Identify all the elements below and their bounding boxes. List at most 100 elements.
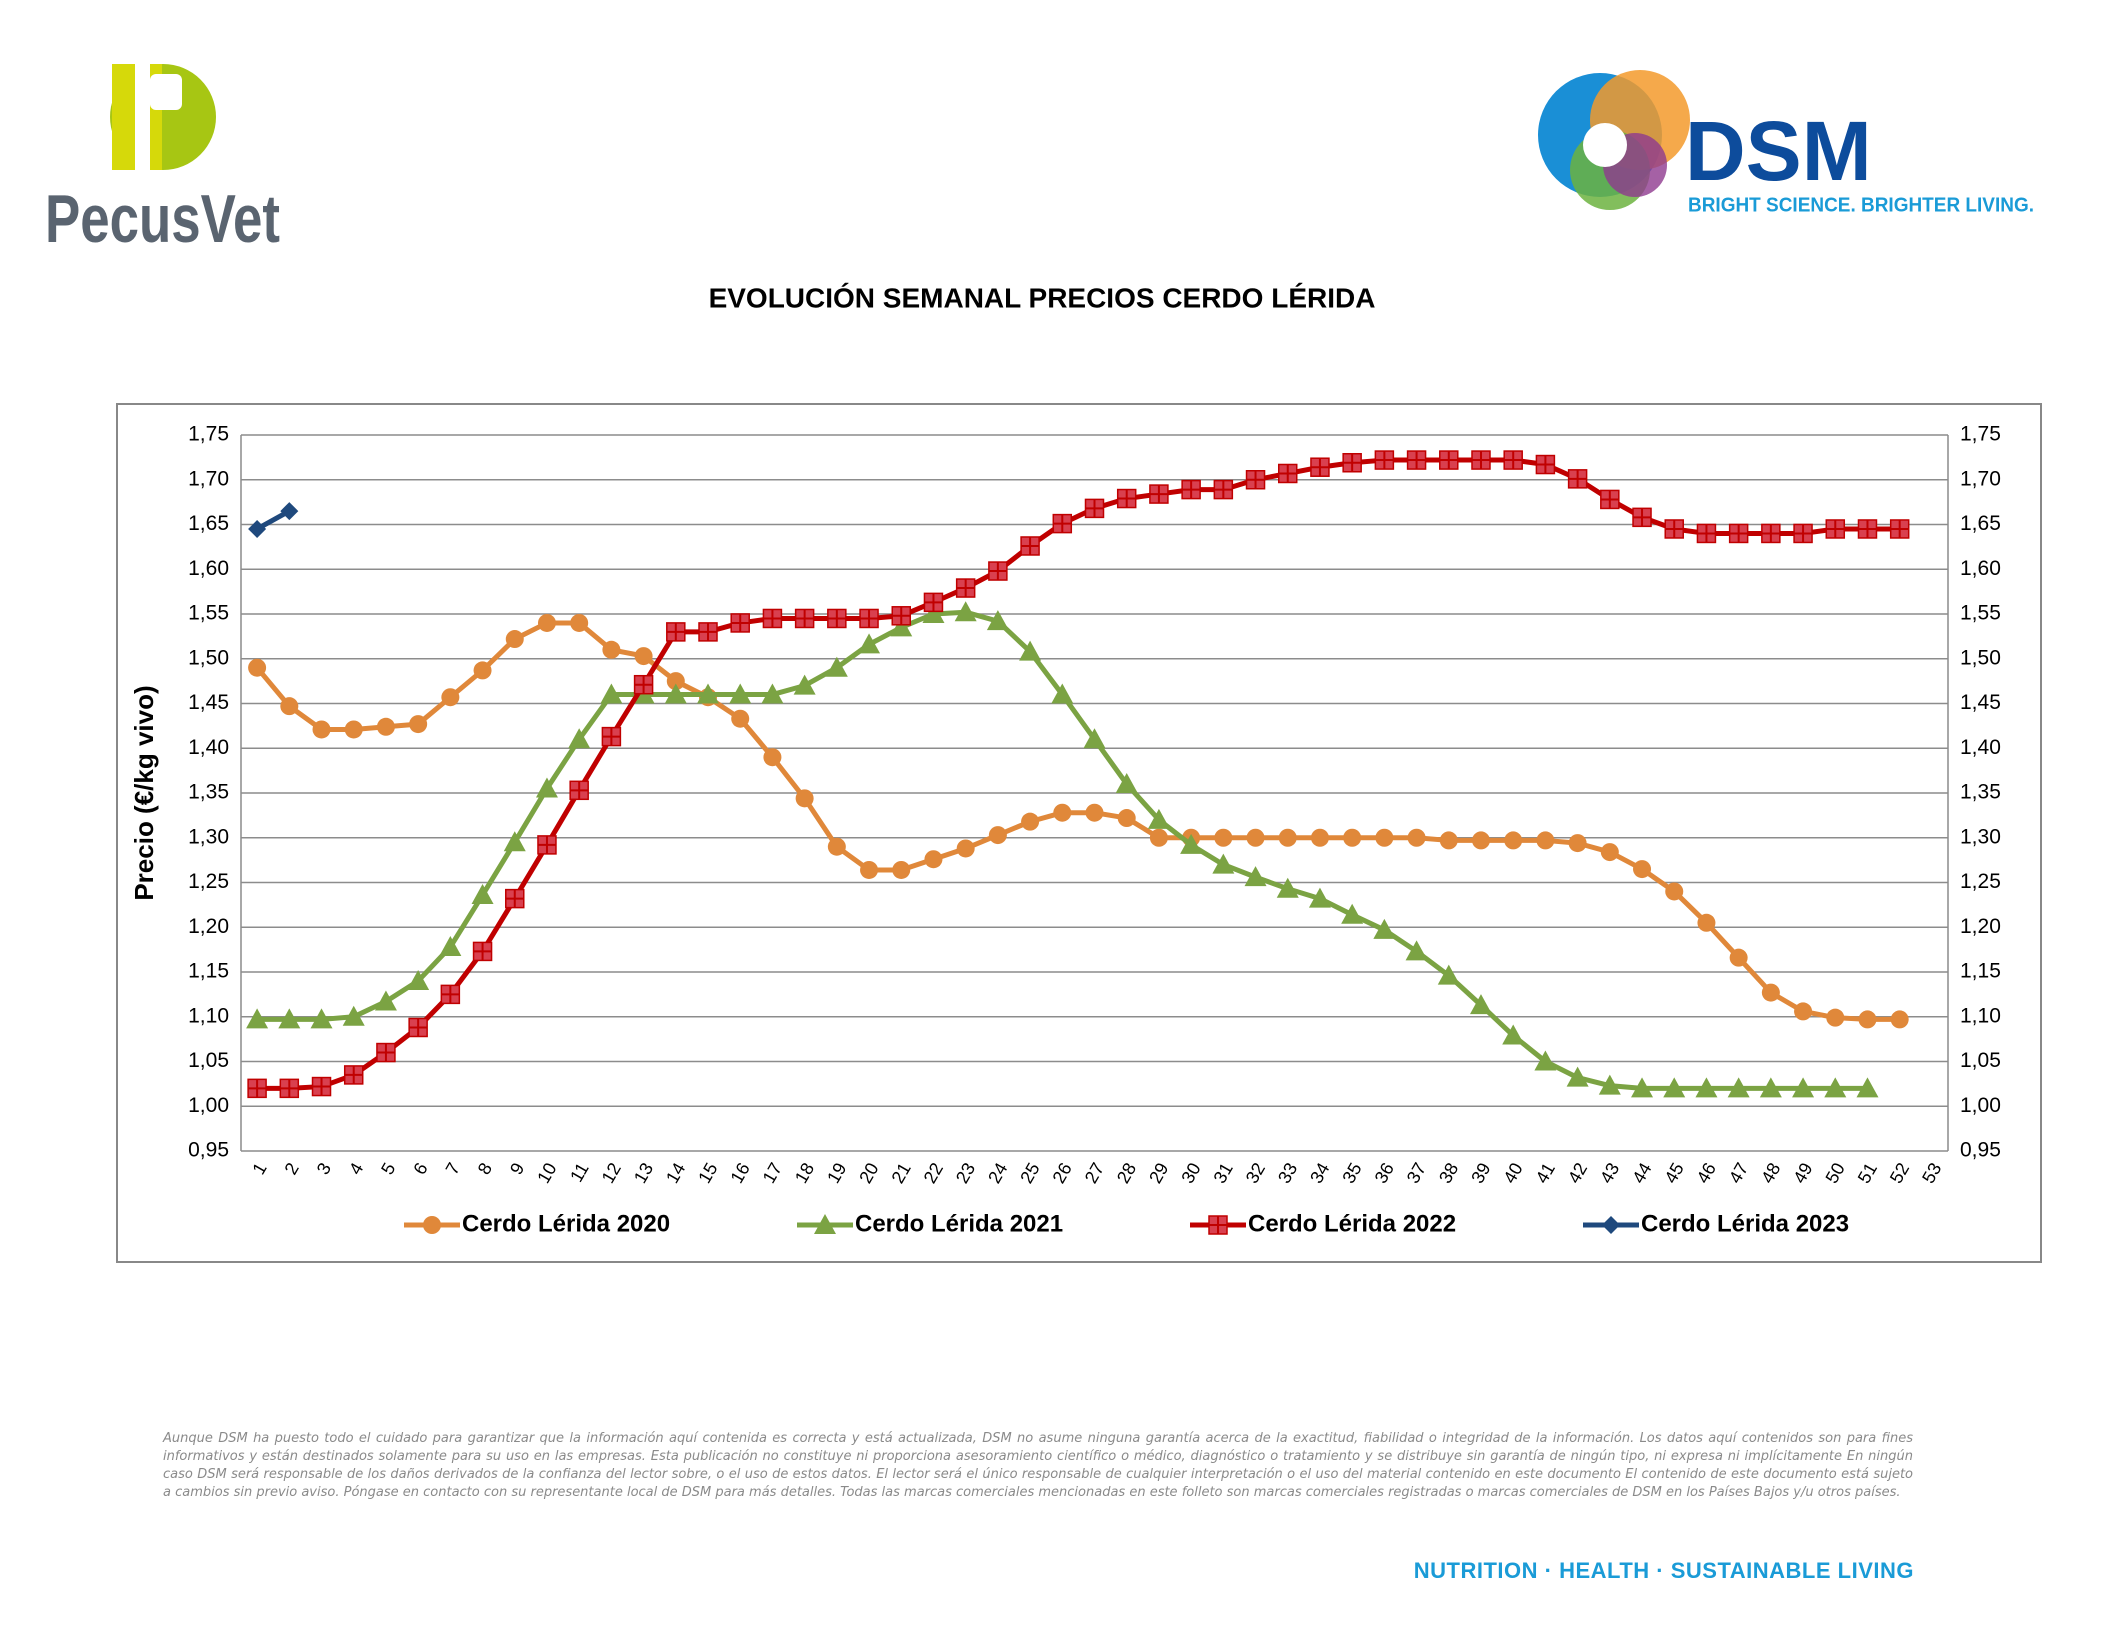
x-tick-label: 20 <box>855 1159 882 1186</box>
marker <box>986 610 1009 631</box>
x-tick-label: 22 <box>920 1159 947 1186</box>
marker <box>794 608 815 629</box>
x-tick-label: 27 <box>1081 1159 1108 1186</box>
marker <box>1568 834 1587 853</box>
marker <box>1600 489 1620 510</box>
marker-cross <box>1504 451 1523 470</box>
marker-cross <box>441 985 460 1004</box>
legend-label: Cerdo Lérida 2023 <box>1641 1210 1849 1237</box>
marker <box>407 969 430 990</box>
x-tick-label: 38 <box>1435 1159 1462 1186</box>
marker-cross <box>892 606 911 625</box>
y2-tick-label: 1,35 <box>1960 781 2001 804</box>
series-line <box>257 457 1900 1091</box>
marker <box>503 831 526 852</box>
marker <box>1598 1074 1621 1095</box>
x-tick-label: 12 <box>598 1159 625 1186</box>
x-tick-label: 43 <box>1596 1159 1623 1186</box>
x-tick-label: 47 <box>1725 1159 1752 1186</box>
x-tick-label: 1 <box>248 1159 270 1178</box>
y2-tick-label: 0,95 <box>1960 1139 2001 1162</box>
marker <box>1208 1215 1228 1235</box>
marker <box>441 688 460 707</box>
marker <box>310 1008 333 1029</box>
marker <box>1792 1077 1815 1098</box>
brand-right-tagline: BRIGHT SCIENCE. BRIGHTER LIVING. <box>1688 194 2034 216</box>
x-tick-label: 36 <box>1371 1159 1398 1186</box>
marker <box>1793 523 1813 544</box>
x-tick-label: 42 <box>1564 1159 1591 1186</box>
marker <box>923 592 944 613</box>
marker <box>1180 833 1203 854</box>
marker <box>1116 488 1137 509</box>
marker-cross <box>763 609 782 628</box>
marker <box>408 1017 428 1038</box>
marker <box>1600 843 1619 862</box>
x-tick-label: 19 <box>823 1159 850 1186</box>
marker <box>280 502 299 521</box>
marker <box>1117 809 1136 828</box>
x-tick-label: 4 <box>345 1159 367 1178</box>
y-tick-label: 1,15 <box>188 960 229 983</box>
marker <box>1149 828 1168 847</box>
marker <box>859 608 879 629</box>
marker <box>1536 831 1555 850</box>
marker <box>1341 903 1364 924</box>
marker <box>246 1008 269 1029</box>
marker <box>1310 828 1329 847</box>
marker-cross <box>344 1065 363 1084</box>
x-tick-label: 51 <box>1854 1159 1881 1186</box>
x-tick-label: 45 <box>1660 1159 1687 1186</box>
marker-cross <box>1182 480 1201 499</box>
marker <box>374 990 397 1011</box>
x-tick-label: 46 <box>1693 1159 1720 1186</box>
marker-cross <box>860 609 879 628</box>
marker <box>1051 683 1074 704</box>
marker <box>1759 1077 1782 1098</box>
marker <box>924 850 943 869</box>
marker <box>1373 918 1396 939</box>
y2-tick-label: 1,75 <box>1960 423 2001 446</box>
marker <box>664 683 687 704</box>
y2-tick-label: 1,70 <box>1960 467 2001 490</box>
y-tick-label: 1,65 <box>188 512 229 535</box>
marker-cross <box>1697 524 1716 543</box>
marker <box>697 683 720 704</box>
marker <box>570 613 589 632</box>
marker-cross <box>1246 470 1265 489</box>
y-tick-label: 1,30 <box>188 825 229 848</box>
x-tick-label: 3 <box>313 1159 335 1178</box>
x-tick-label: 33 <box>1274 1159 1301 1186</box>
x-tick-label: 32 <box>1242 1159 1269 1186</box>
marker-cross <box>1310 458 1329 477</box>
marker-cross <box>280 1079 299 1098</box>
y2-tick-label: 1,65 <box>1960 512 2001 535</box>
marker <box>1437 964 1460 985</box>
marker-cross <box>602 727 621 746</box>
marker <box>763 748 782 767</box>
marker <box>956 839 975 858</box>
x-tick-label: 7 <box>442 1159 464 1178</box>
x-tick-label: 15 <box>694 1159 721 1186</box>
marker <box>311 1076 332 1097</box>
marker <box>376 717 395 736</box>
y-tick-label: 1,10 <box>188 1004 229 1027</box>
marker <box>762 608 783 629</box>
marker <box>376 1042 396 1063</box>
footer: NUTRITION · HEALTH · SUSTAINABLE LIVING <box>1413 1558 1914 1583</box>
marker-cross <box>570 781 589 800</box>
x-tick-label: 52 <box>1886 1159 1913 1186</box>
y-tick-label: 1,25 <box>188 870 229 893</box>
marker <box>1504 831 1523 850</box>
marker <box>761 683 784 704</box>
marker <box>1826 1008 1845 1027</box>
marker <box>1695 1077 1718 1098</box>
marker <box>1342 452 1362 473</box>
y2-tick-label: 1,50 <box>1960 646 2001 669</box>
marker <box>1083 728 1106 749</box>
marker <box>1439 450 1459 470</box>
marker <box>423 1216 441 1234</box>
marker <box>1310 457 1330 477</box>
x-tick-label: 31 <box>1210 1159 1237 1186</box>
